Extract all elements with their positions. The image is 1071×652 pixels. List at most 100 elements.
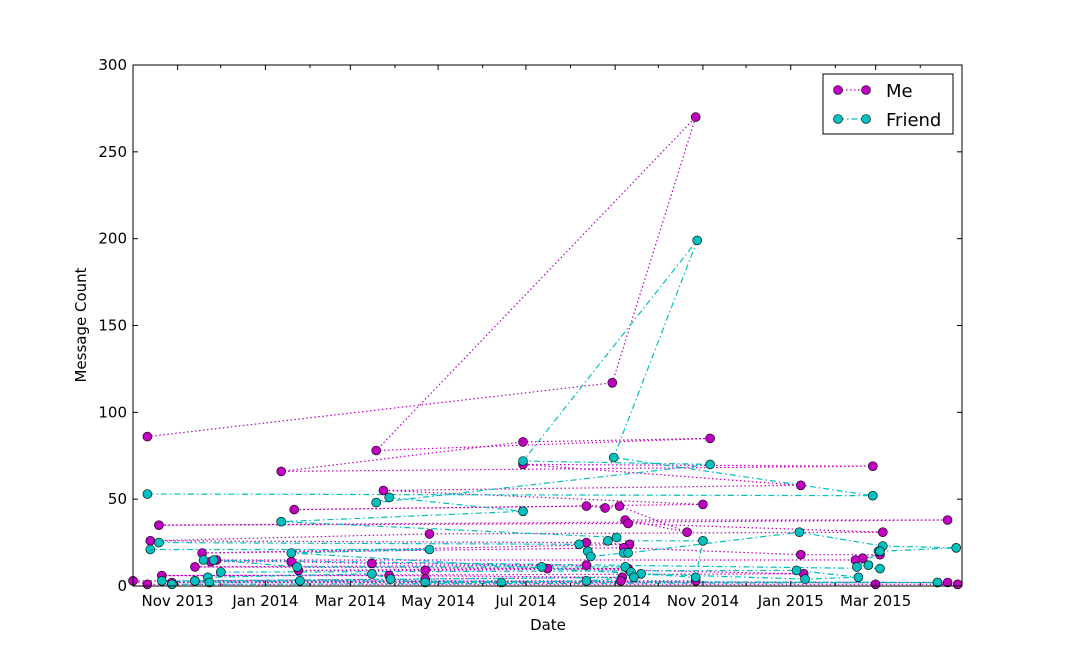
data-point-friend — [198, 555, 209, 565]
data-point-friend — [875, 563, 885, 574]
data-point-friend — [384, 492, 395, 503]
data-point-friend — [190, 575, 200, 586]
data-point-friend — [385, 574, 396, 584]
data-point-friend — [157, 575, 167, 586]
y-tick-label: 100 — [98, 403, 127, 421]
data-point-me — [952, 579, 963, 590]
data-point-friend — [585, 551, 596, 562]
y-tick-label: 0 — [117, 577, 127, 595]
data-point-friend — [705, 459, 715, 470]
data-point-friend — [167, 579, 177, 590]
data-point-friend — [295, 575, 305, 586]
data-point-me — [877, 527, 888, 538]
data-point-friend — [932, 577, 943, 588]
data-point-me — [942, 515, 953, 525]
data-point-friend — [852, 562, 862, 572]
data-point-me — [371, 445, 382, 456]
data-point-friend — [853, 572, 864, 583]
data-point-friend — [611, 532, 622, 543]
legend-marker-me — [861, 85, 871, 95]
data-point-friend — [145, 544, 156, 555]
data-point-me — [190, 562, 200, 572]
data-point-friend — [629, 572, 639, 583]
data-point-me — [518, 437, 528, 447]
data-point-me — [616, 575, 626, 586]
data-point-friend — [371, 497, 382, 508]
data-point-me — [276, 466, 287, 477]
series-line-me — [132, 116, 958, 585]
data-point-me — [424, 529, 435, 539]
y-tick-label: 50 — [108, 490, 127, 508]
data-point-me — [705, 433, 715, 444]
data-point-friend — [875, 546, 885, 557]
data-point-friend — [698, 535, 708, 546]
x-axis-tick-labels: Nov 2013 Jan 2014 Mar 2014 May 2014 Jul 2014… — [142, 592, 912, 610]
data-point-friend — [603, 535, 613, 546]
legend-box — [822, 73, 954, 135]
data-point-me — [698, 499, 708, 510]
x-tick-label: Mar 2015 — [840, 592, 911, 610]
data-point-me — [142, 579, 153, 590]
legend-label-me: Me — [886, 81, 913, 102]
x-axis-ticks — [132, 65, 921, 586]
data-point-friend — [420, 577, 431, 588]
legend-marker-friend — [861, 114, 871, 124]
data-point-me — [142, 431, 153, 442]
data-point-friend — [424, 544, 435, 555]
data-point-me — [607, 377, 618, 388]
data-point-me — [581, 560, 592, 571]
data-point-friend — [692, 235, 703, 246]
data-point-friend — [536, 562, 547, 572]
x-tick-label: Sep 2014 — [580, 592, 651, 610]
data-point-me — [289, 504, 300, 515]
data-point-friend — [581, 575, 592, 586]
data-point-me — [420, 565, 431, 576]
series-markers — [128, 112, 963, 590]
x-tick-label: Jul 2014 — [494, 592, 556, 610]
x-tick-label: Nov 2013 — [142, 592, 214, 610]
x-tick-label: May 2014 — [401, 592, 475, 610]
data-point-friend — [951, 542, 962, 553]
data-point-me — [795, 549, 806, 560]
data-point-friend — [867, 490, 878, 501]
data-point-friend — [286, 548, 297, 558]
data-point-me — [623, 518, 633, 529]
x-tick-label: Nov 2014 — [667, 592, 739, 610]
data-point-friend — [276, 516, 287, 527]
data-point-me — [942, 577, 953, 588]
data-point-me — [795, 480, 806, 491]
data-point-friend — [518, 456, 528, 466]
data-point-friend — [623, 548, 633, 558]
data-point-friend — [496, 577, 507, 588]
y-tick-label: 300 — [98, 56, 127, 74]
legend-label-friend: Friend — [886, 110, 941, 131]
y-axis-tick-labels: 0 50 100 150 200 250 300 — [98, 56, 127, 595]
y-tick-label: 250 — [98, 143, 127, 161]
data-point-friend — [690, 572, 701, 583]
y-axis-title: Message Count — [72, 267, 90, 382]
data-point-me — [581, 501, 592, 511]
data-point-friend — [292, 562, 302, 572]
data-point-friend — [204, 577, 215, 588]
data-point-friend — [142, 489, 153, 499]
y-tick-label: 200 — [98, 230, 127, 248]
data-point-friend — [794, 527, 805, 538]
data-point-me — [682, 527, 692, 538]
data-point-me — [367, 558, 377, 569]
data-point-friend — [208, 555, 219, 565]
legend: Me Friend — [822, 73, 954, 135]
data-point-me — [867, 461, 878, 472]
x-axis-title: Date — [530, 616, 566, 634]
legend-marker-friend — [833, 114, 843, 124]
legend-marker-me — [833, 85, 843, 95]
data-point-me — [378, 485, 389, 496]
x-tick-label: Jan 2015 — [757, 592, 824, 610]
data-point-friend — [608, 452, 619, 463]
y-axis-ticks — [133, 64, 962, 587]
x-tick-label: Mar 2014 — [315, 592, 386, 610]
data-point-me — [600, 503, 610, 513]
data-point-friend — [800, 574, 810, 584]
y-tick-label: 150 — [98, 317, 127, 335]
data-point-me — [614, 501, 625, 511]
data-point-friend — [791, 565, 802, 576]
